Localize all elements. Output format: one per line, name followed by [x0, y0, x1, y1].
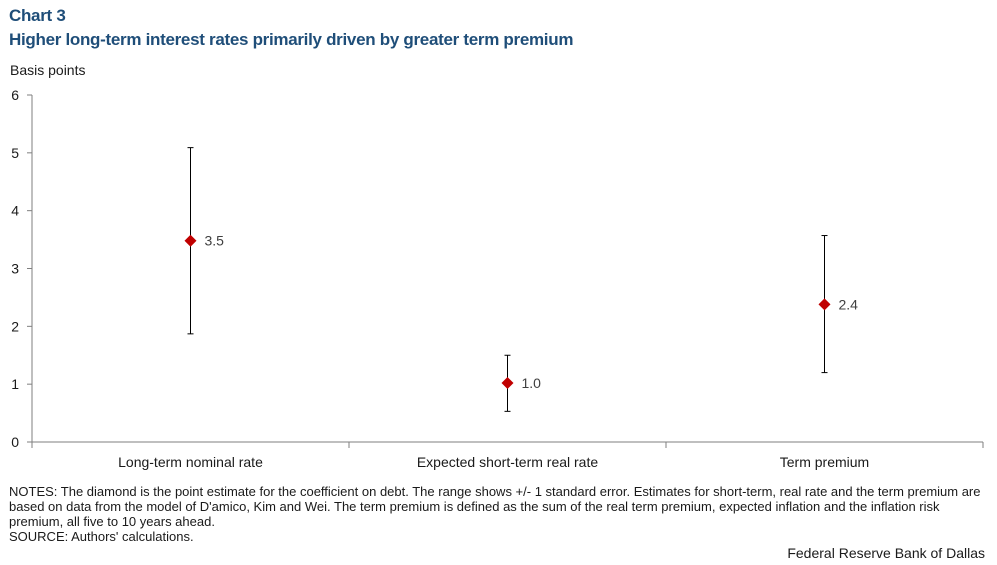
- data-point-diamond: [818, 298, 831, 311]
- data-point-diamond: [501, 377, 514, 390]
- chart-plot: Basis points 0 1 2 3 4 5 6 Long-term nominal r…: [10, 62, 984, 470]
- x-category-label: Term premium: [780, 454, 869, 470]
- data-label: 3.5: [205, 233, 225, 249]
- x-axis-categories: Long-term nominal rate Expected short-ter…: [118, 454, 869, 470]
- y-tick-label: 6: [11, 87, 19, 103]
- notes-text: NOTES: The diamond is the point estimate…: [9, 484, 981, 529]
- x-category-label: Long-term nominal rate: [118, 454, 263, 470]
- y-tick-label: 5: [11, 145, 19, 161]
- y-tick-label: 0: [11, 434, 19, 450]
- y-tick-label: 4: [11, 203, 19, 219]
- series-points: 3.5 1.0 2.4: [184, 147, 859, 412]
- data-point-diamond: [184, 234, 197, 247]
- data-label: 2.4: [839, 296, 859, 312]
- source-text: SOURCE: Authors' calculations.: [9, 529, 194, 544]
- x-category-label: Expected short-term real rate: [417, 454, 599, 470]
- y-axis-ticks: 0 1 2 3 4 5 6: [11, 87, 32, 450]
- chart-number: Chart 3: [9, 6, 66, 25]
- y-tick-label: 2: [11, 318, 19, 334]
- y-tick-label: 1: [11, 376, 19, 392]
- chart-title: Higher long-term interest rates primaril…: [9, 30, 574, 49]
- data-label: 1.0: [522, 375, 542, 391]
- notes-block: NOTES: The diamond is the point estimate…: [9, 484, 984, 544]
- credit-text: Federal Reserve Bank of Dallas: [787, 545, 985, 561]
- y-tick-label: 3: [11, 261, 19, 277]
- y-axis-label: Basis points: [10, 62, 85, 78]
